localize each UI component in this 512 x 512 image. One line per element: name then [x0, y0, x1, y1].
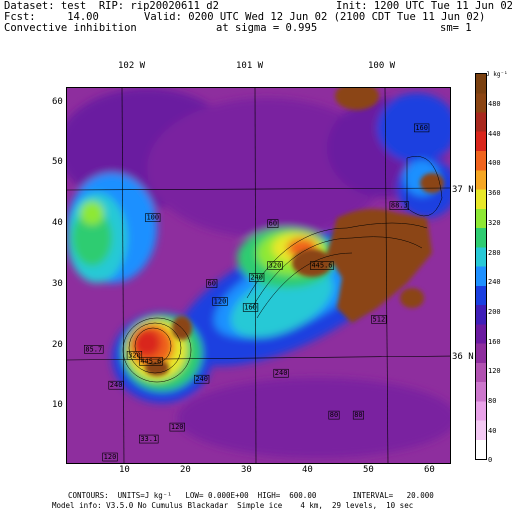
y-tick-40: 40: [52, 218, 63, 228]
y-tick-50: 50: [52, 157, 63, 167]
contour-value-label: 240: [250, 273, 263, 281]
contour-label-box: [242, 303, 259, 312]
contour-label-box: [145, 213, 161, 222]
colorbar-tick-label: 0: [488, 456, 493, 465]
contour-value-label: 240: [275, 369, 288, 377]
contour-label-box: [139, 434, 159, 444]
model-info-line: Model info: V3.5.0 No Cumulus Blackadar …: [52, 501, 414, 510]
contour-value-label: 240: [195, 375, 208, 383]
contour-label-box: [249, 273, 265, 282]
contour-value-label: 80: [354, 411, 362, 419]
smoothing-label: sm= 1: [440, 22, 472, 34]
contour-label-box: [310, 261, 334, 270]
colorbar-tick-label: 200: [488, 307, 501, 316]
lon-label-101w: 101 W: [236, 61, 264, 71]
contour-label-box: [352, 410, 364, 420]
contour-value-label: 320: [269, 262, 282, 270]
field-name-label: Convective inhibition: [4, 22, 137, 34]
contour-value-label: 240: [110, 381, 123, 389]
lon-label-100w: 100 W: [368, 61, 396, 71]
contour-label-box: [328, 410, 340, 420]
contour-label-box: [206, 279, 218, 288]
contour-value-label: 320: [128, 351, 141, 359]
contour-label-box: [126, 350, 143, 360]
contour-label-box: [194, 374, 210, 384]
contour-label-box: [414, 123, 430, 133]
contour-label-box: [108, 380, 124, 390]
contour-value-label: 160: [415, 124, 428, 132]
x-tick-60: 60: [424, 465, 435, 475]
contour-label-box: [84, 345, 104, 354]
colorbar: [475, 73, 487, 460]
contour-label-box: [267, 219, 279, 228]
cin-map-plot: 100 60 60 120 160 240 320 445.6 512 88.3 160 85.7 32…: [66, 87, 451, 464]
colorbar-tick-label: 160: [488, 337, 501, 346]
contour-label-box: [389, 201, 410, 210]
y-tick-30: 30: [52, 279, 63, 289]
contour-value-label: 120: [104, 453, 117, 461]
x-tick-30: 30: [241, 465, 252, 475]
contour-value-label: 80: [330, 411, 338, 419]
colorbar-units-label: J kg⁻¹: [486, 71, 508, 78]
y-tick-10: 10: [52, 400, 63, 410]
contour-value-label: 33.1: [140, 435, 157, 443]
x-tick-50: 50: [363, 465, 374, 475]
colorbar-tick-label: 320: [488, 218, 501, 227]
contour-label-box: [273, 368, 289, 378]
colorbar-tick-label: 400: [488, 159, 501, 168]
valid-time-label: Valid: 0200 UTC Wed 12 Jun 02 (2100 CDT …: [144, 11, 486, 23]
contour-value-label: 85.7: [85, 345, 102, 353]
contour-label-box: [169, 422, 185, 432]
lat-label-36n: 36 N: [452, 352, 474, 362]
x-tick-20: 20: [180, 465, 191, 475]
colorbar-tick-label: 440: [488, 129, 501, 138]
colorbar-tick-label: 360: [488, 189, 501, 198]
contour-value-label: 512: [373, 315, 386, 323]
init-time-label: Init: 1200 UTC Tue 11 Jun 02: [336, 0, 512, 12]
contour-value-label: 60: [208, 279, 216, 287]
x-tick-40: 40: [302, 465, 313, 475]
colorbar-tick-label: 120: [488, 367, 501, 376]
lon-label-102w: 102 W: [118, 61, 146, 71]
dataset-label: Dataset: test RIP: rip20020611 d2: [4, 0, 219, 12]
contour-value-label: 120: [171, 423, 184, 431]
contour-label-box: [102, 452, 118, 462]
contour-value-label: 100: [146, 214, 159, 222]
colorbar-tick-label: 480: [488, 100, 501, 108]
contour-label-box: [371, 315, 387, 324]
x-tick-10: 10: [119, 465, 130, 475]
forecast-hour-label: Fcst: 14.00: [4, 11, 99, 23]
lat-label-37n: 37 N: [452, 185, 474, 195]
sigma-level-label: at sigma = 0.995: [216, 22, 318, 34]
contour-value-label: 60: [269, 220, 277, 228]
contour-label-box: [212, 297, 228, 306]
contour-value-label: 120: [214, 297, 227, 305]
contour-value-label: 445.6: [311, 262, 332, 270]
colorbar-tick-label: 280: [488, 248, 501, 257]
contour-value-label: 160: [244, 303, 257, 311]
contour-info-line: CONTOURS: UNITS=J kg⁻¹ LOW= 0.000E+00 HI…: [68, 491, 434, 500]
colorbar-tick-label: 40: [488, 426, 497, 435]
y-tick-60: 60: [52, 97, 63, 107]
contour-value-label: 445.6: [140, 357, 161, 365]
y-tick-20: 20: [52, 340, 63, 350]
contour-label-box: [267, 261, 283, 270]
contour-label-box: [139, 356, 163, 366]
contour-value-label: 88.3: [391, 202, 408, 210]
colorbar-tick-label: 80: [488, 397, 497, 405]
colorbar-tick-label: 240: [488, 278, 501, 287]
